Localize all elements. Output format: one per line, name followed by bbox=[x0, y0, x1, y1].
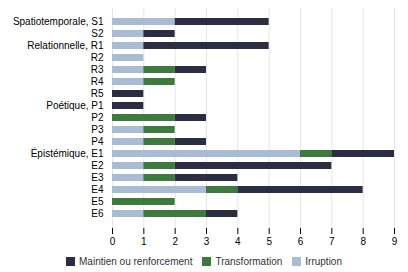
svg-text:9: 9 bbox=[392, 236, 398, 247]
svg-text:E2: E2 bbox=[91, 160, 104, 171]
svg-text:E6: E6 bbox=[91, 208, 104, 219]
svg-text:4: 4 bbox=[235, 236, 241, 247]
svg-text:Épistémique, E1: Épistémique, E1 bbox=[31, 147, 104, 159]
svg-text:P2: P2 bbox=[91, 112, 104, 123]
svg-text:Spatiotemporale, S1: Spatiotemporale, S1 bbox=[13, 16, 104, 27]
svg-text:S2: S2 bbox=[91, 28, 104, 39]
svg-text:R3: R3 bbox=[91, 64, 104, 75]
svg-text:E4: E4 bbox=[91, 184, 104, 195]
html-text:Maintien ou renforcement: Maintien ou renforcement bbox=[79, 255, 193, 267]
svg-text:Relationnelle, R1: Relationnelle, R1 bbox=[27, 40, 104, 51]
svg-text:R4: R4 bbox=[91, 76, 104, 87]
svg-text:0: 0 bbox=[110, 236, 116, 247]
html-text:Irruption: Irruption bbox=[305, 255, 342, 267]
svg-text:E5: E5 bbox=[91, 196, 104, 207]
svg-text:P4: P4 bbox=[91, 136, 104, 147]
svg-text:1: 1 bbox=[141, 236, 147, 247]
svg-text:E3: E3 bbox=[91, 172, 104, 183]
html-text:Transformation: Transformation bbox=[215, 255, 283, 267]
svg-text:R5: R5 bbox=[91, 88, 104, 99]
svg-text:P3: P3 bbox=[91, 124, 104, 135]
svg-text:R2: R2 bbox=[91, 52, 104, 63]
svg-text:6: 6 bbox=[298, 236, 304, 247]
svg-text:2: 2 bbox=[172, 236, 178, 247]
svg-text:7: 7 bbox=[329, 236, 335, 247]
svg-text:5: 5 bbox=[266, 236, 272, 247]
svg-text:3: 3 bbox=[204, 236, 210, 247]
svg-text:8: 8 bbox=[360, 236, 366, 247]
svg-text:Poétique, P1: Poétique, P1 bbox=[46, 100, 104, 111]
